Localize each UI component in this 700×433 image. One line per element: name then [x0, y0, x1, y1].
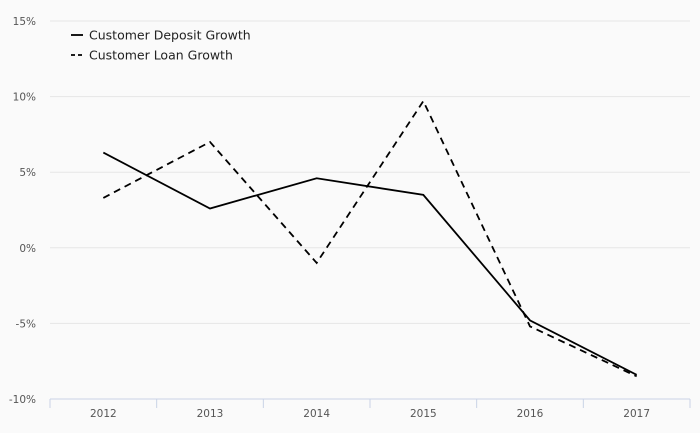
y-tick-label: 15%	[13, 16, 36, 28]
x-tick-label: 2015	[410, 408, 437, 420]
x-tick-label: 2013	[197, 408, 224, 420]
x-tick-label: 2016	[517, 408, 544, 420]
gridlines	[50, 20, 690, 324]
x-axis	[49, 398, 691, 408]
y-axis-ticks: -10% -5% 0% 5% 10% 15%	[9, 16, 36, 406]
y-tick-label: 0%	[19, 243, 36, 255]
y-tick-label: -10%	[9, 394, 36, 406]
legend: Customer Deposit Growth Customer Loan Gro…	[71, 28, 251, 63]
legend-label: Customer Deposit Growth	[89, 28, 251, 43]
y-tick-label: 10%	[13, 92, 36, 104]
x-tick-label: 2017	[623, 408, 650, 420]
series-line-customer-loan-growth	[102, 99, 638, 378]
series-line-customer-deposit-growth	[102, 151, 638, 376]
y-tick-label: -5%	[16, 318, 36, 330]
x-axis-ticks: 2012 2013 2014 2015 2016 2017	[90, 408, 650, 420]
y-tick-label: 5%	[19, 167, 36, 179]
legend-label: Customer Loan Growth	[89, 48, 233, 63]
x-tick-label: 2012	[90, 408, 117, 420]
x-tick-label: 2014	[303, 408, 330, 420]
series-lines	[102, 99, 638, 378]
